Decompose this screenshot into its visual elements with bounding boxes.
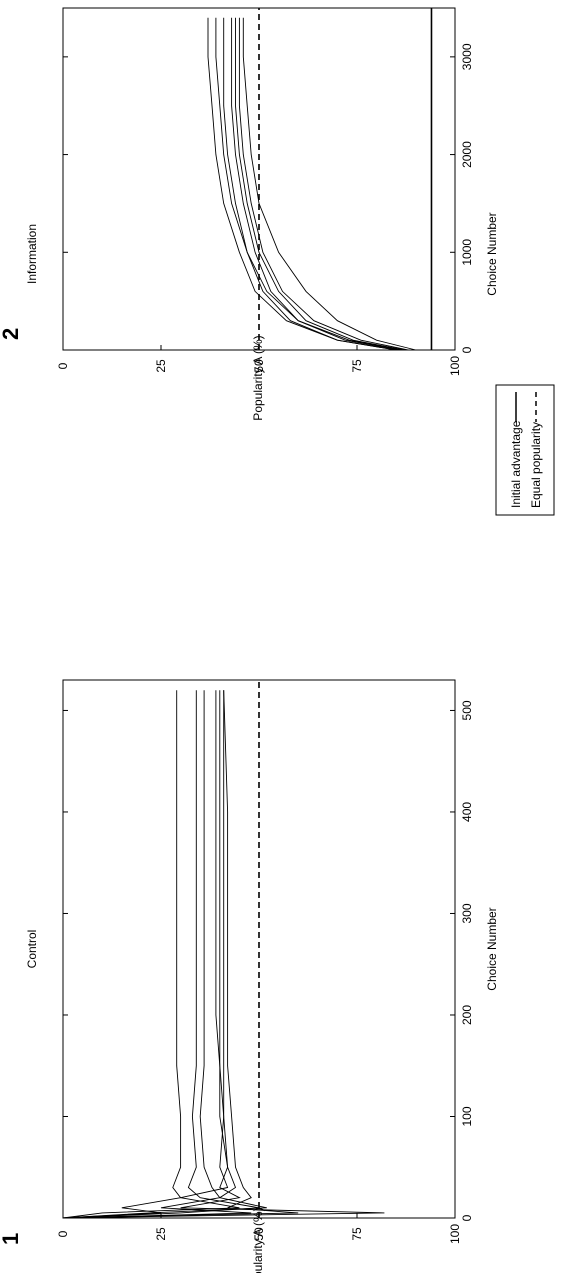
- legend-item-initial-advantage: Initial advantage: [509, 420, 523, 508]
- chart-panel-information: 0 25 50 75 100 0 1000 2000 3000 2 Information C…: [0, 7, 499, 421]
- legend-box: [495, 384, 555, 516]
- series-line-4: [62, 690, 240, 1219]
- x-tick-label: 500: [460, 700, 474, 720]
- series-line-6: [62, 690, 260, 1219]
- series-line-4: [231, 17, 401, 351]
- chart-panel-control: 0 25 50 75 100 0 100 200 300 400 500 1 Control Ch…: [0, 679, 499, 1273]
- series-line-5: [62, 690, 252, 1219]
- y-tick-label: 100: [448, 1224, 462, 1244]
- x-tick-label: 300: [460, 903, 474, 923]
- x-tick-label: 0: [460, 1214, 474, 1221]
- series-line-5: [223, 17, 397, 351]
- series-line-3: [235, 17, 405, 351]
- y-axis-label: Popularity A (%): [251, 1207, 265, 1273]
- x-tick-label: 0: [460, 346, 474, 353]
- series-line-7: [62, 690, 182, 1219]
- x-tick-label: 100: [460, 1106, 474, 1126]
- x-tick-label: 200: [460, 1005, 474, 1025]
- y-tick-label: 75: [350, 359, 364, 373]
- x-tick-label: 2000: [460, 141, 474, 168]
- y-tick-label: 25: [154, 359, 168, 373]
- x-axis-label: Choice Number: [485, 907, 499, 990]
- chart-title: Control: [25, 930, 39, 969]
- x-tick-label: 3000: [460, 43, 474, 70]
- y-tick-label: 50: [252, 1227, 266, 1241]
- series-line-2: [238, 17, 409, 351]
- y-axis-label: Popularity A (%): [251, 335, 265, 420]
- y-tick-label: 75: [350, 1227, 364, 1241]
- chart-title: Information: [25, 224, 39, 284]
- legend-item-equal-popularity: Equal popularity: [529, 422, 543, 508]
- y-tick-label: 0: [56, 362, 70, 369]
- y-tick-label: 50: [252, 359, 266, 373]
- panel-number: 2: [0, 328, 23, 340]
- x-tick-label: 400: [460, 802, 474, 822]
- y-tick-label: 0: [56, 1230, 70, 1237]
- y-tick-label: 100: [448, 356, 462, 376]
- chart-legend: Initial advantage Equal popularity: [495, 384, 555, 516]
- series-line-6: [215, 17, 405, 351]
- series-line-7: [207, 17, 397, 351]
- y-tick-label: 25: [154, 1227, 168, 1241]
- x-axis-label: Choice Number: [485, 212, 499, 295]
- series-line-1: [242, 17, 416, 351]
- x-tick-label: 1000: [460, 239, 474, 266]
- panel-number: 1: [0, 1233, 23, 1245]
